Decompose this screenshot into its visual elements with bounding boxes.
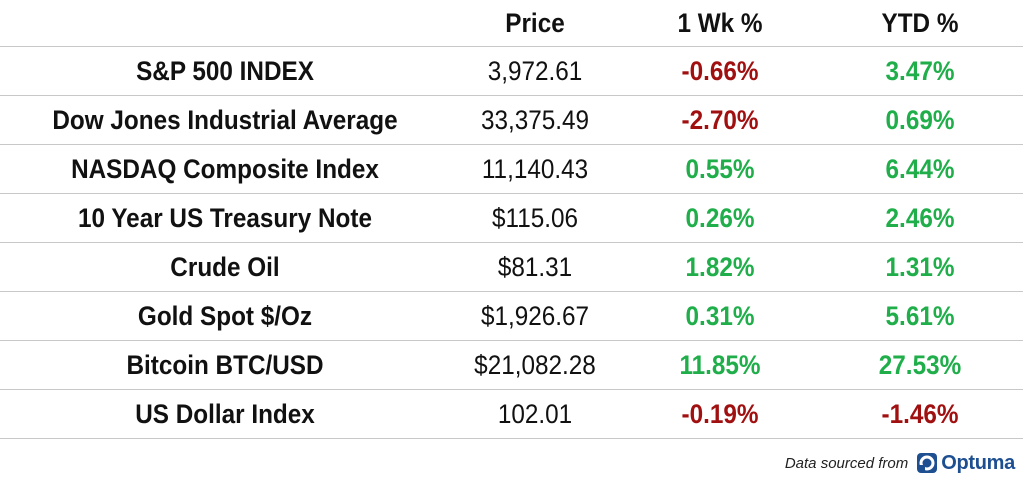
market-summary-table: Price 1 Wk % YTD % S&P 500 INDEX 3,972.6… (0, 0, 1023, 439)
table-row: Gold Spot $/Oz $1,926.67 0.31% 5.61% (0, 292, 1023, 341)
ytd-change: -1.46% (881, 398, 959, 429)
ytd-change: 27.53% (878, 349, 962, 380)
week-change: -2.70% (681, 104, 759, 135)
ytd-change: 1.31% (885, 251, 955, 282)
instrument-name: Gold Spot $/Oz (137, 300, 313, 331)
instrument-name: Bitcoin BTC/USD (126, 349, 324, 380)
ytd-change: 6.44% (885, 153, 955, 184)
week-change: 0.26% (685, 202, 755, 233)
header-price: Price (505, 7, 565, 38)
instrument-price: 33,375.49 (480, 104, 590, 135)
instrument-name: S&P 500 INDEX (136, 55, 314, 86)
source-caption: Data sourced from (784, 454, 909, 472)
data-source-footer: Data sourced from Optuma (785, 448, 1015, 478)
ytd-change: 0.69% (885, 104, 955, 135)
week-change: -0.66% (681, 55, 759, 86)
header-ytd-change: YTD % (881, 7, 959, 38)
table-header: Price 1 Wk % YTD % (0, 0, 1023, 47)
instrument-price: $21,082.28 (474, 349, 596, 380)
ytd-change: 2.46% (885, 202, 955, 233)
table-row: 10 Year US Treasury Note $115.06 0.26% 2… (0, 194, 1023, 243)
instrument-name: Crude Oil (170, 251, 280, 282)
week-change: 11.85% (679, 349, 761, 380)
table-row: Dow Jones Industrial Average 33,375.49 -… (0, 96, 1023, 145)
instrument-name: 10 Year US Treasury Note (77, 202, 373, 233)
instrument-name: Dow Jones Industrial Average (52, 104, 398, 135)
header-name (23, 0, 428, 46)
ytd-change: 3.47% (885, 55, 955, 86)
week-change: -0.19% (681, 398, 759, 429)
table-row: Crude Oil $81.31 1.82% 1.31% (0, 243, 1023, 292)
instrument-name: NASDAQ Composite Index (71, 153, 379, 184)
table-row: NASDAQ Composite Index 11,140.43 0.55% 6… (0, 145, 1023, 194)
instrument-price: $1,926.67 (480, 300, 590, 331)
optuma-logo-text: Optuma (941, 451, 1015, 474)
instrument-price: 102.01 (497, 398, 573, 429)
ytd-change: 5.61% (885, 300, 955, 331)
optuma-logo-icon (917, 453, 938, 473)
optuma-logo: Optuma (916, 452, 1015, 475)
instrument-price: $115.06 (491, 202, 579, 233)
instrument-price: $81.31 (497, 251, 573, 282)
week-change: 0.31% (685, 300, 755, 331)
instrument-name: US Dollar Index (135, 398, 315, 429)
week-change: 1.82% (685, 251, 755, 282)
instrument-price: 11,140.43 (481, 153, 589, 184)
header-week-change: 1 Wk % (677, 7, 763, 38)
table-row: Bitcoin BTC/USD $21,082.28 11.85% 27.53% (0, 341, 1023, 390)
instrument-price: 3,972.61 (487, 55, 583, 86)
table-row: S&P 500 INDEX 3,972.61 -0.66% 3.47% (0, 47, 1023, 96)
week-change: 0.55% (685, 153, 755, 184)
table-row: US Dollar Index 102.01 -0.19% -1.46% (0, 390, 1023, 439)
